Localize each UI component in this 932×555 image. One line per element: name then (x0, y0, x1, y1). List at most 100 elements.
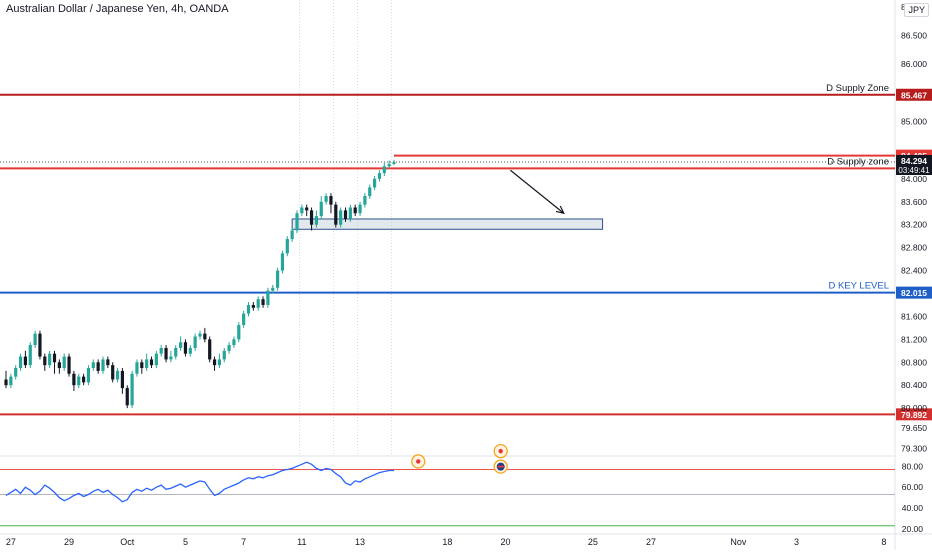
candle-body (358, 204, 362, 214)
candle (18, 353, 23, 371)
candle (251, 302, 255, 311)
axes: 85.46784.40584.18282.01579.89287.00086.5… (6, 2, 932, 547)
price-tick-label: 81.200 (901, 334, 927, 344)
candle-body (208, 339, 212, 360)
currency-button[interactable]: JPY (904, 3, 929, 17)
candle-body (295, 213, 299, 231)
level-label: D KEY LEVEL (828, 281, 889, 292)
candle-body (101, 359, 105, 371)
time-tick-label: 7 (241, 537, 246, 547)
candle-body (280, 253, 285, 271)
candle (256, 296, 260, 311)
candle-body (387, 163, 391, 167)
candle (159, 345, 163, 357)
candle-body (159, 347, 163, 354)
price-tick-label: 79.300 (901, 443, 927, 453)
candle (377, 170, 382, 182)
candle-body (353, 207, 357, 214)
price-tick-label: 86.000 (901, 59, 927, 69)
candle (106, 356, 110, 369)
oscillator-tick-label: 40.00 (902, 503, 924, 513)
candle-body (9, 376, 13, 386)
candle-body (314, 216, 318, 225)
candle (125, 385, 129, 409)
candle (23, 350, 27, 369)
chart-title: Australian Dollar / Japanese Yen, 4h, OA… (6, 3, 229, 15)
candle (368, 184, 372, 199)
candle (111, 362, 115, 383)
candle-body (222, 350, 226, 360)
candle (387, 160, 391, 169)
candle (91, 359, 95, 371)
candle (96, 359, 100, 374)
candle-body (111, 365, 115, 380)
candle (145, 353, 149, 371)
candle-body (227, 345, 231, 351)
candle (237, 322, 241, 343)
candle-body (382, 166, 386, 174)
candle (353, 204, 357, 217)
candle (280, 250, 285, 274)
candle (4, 370, 8, 389)
candle-body (363, 196, 367, 205)
candle (203, 327, 207, 343)
event-dot-icon[interactable] (493, 443, 508, 459)
level-label: D Supply Zone (826, 83, 889, 94)
candle-body (28, 345, 32, 366)
price-label-bg (896, 286, 932, 299)
candle (28, 342, 32, 369)
candle-body (125, 388, 129, 406)
event-dot-icon[interactable] (411, 454, 426, 469)
price-label: 82.015 (901, 288, 927, 298)
candle-body (237, 325, 241, 340)
candle-body (174, 347, 178, 357)
time-tick-label: Oct (120, 537, 135, 547)
candle-body (212, 359, 217, 366)
candle-body (276, 270, 280, 288)
event-dot (498, 448, 503, 454)
candle (285, 236, 289, 257)
candle-body (149, 359, 154, 366)
candle (72, 370, 76, 391)
candle-body (67, 356, 71, 374)
candle-body (305, 207, 309, 211)
candle-body (43, 356, 47, 366)
candle-body (145, 359, 149, 369)
candle (358, 201, 362, 217)
candle (392, 159, 396, 166)
candle-body (343, 210, 348, 219)
candle-body (242, 313, 246, 326)
candle-body (140, 362, 144, 369)
candle-body (120, 370, 124, 389)
time-tick-label: 11 (297, 537, 306, 547)
candle (373, 175, 377, 191)
candle-body (266, 290, 270, 305)
candle-body (198, 333, 202, 337)
price-tick-label: 83.600 (901, 197, 927, 207)
candle (232, 336, 236, 348)
candle (154, 350, 158, 369)
zone-box-layer (291, 218, 604, 230)
candle-body (193, 336, 197, 348)
candle-body (91, 362, 95, 369)
oscillator-layer (5, 461, 394, 503)
candle-body (334, 204, 338, 225)
candle-body (14, 368, 18, 377)
last-price-label-bg (896, 154, 932, 175)
candle-body (77, 376, 81, 386)
candle (217, 353, 221, 369)
candle (242, 310, 246, 328)
candle (246, 302, 251, 317)
candles (4, 159, 396, 409)
price-tick-label: 80.000 (901, 403, 927, 413)
price-tick-label: 79.650 (901, 423, 927, 433)
time-tick-label: 27 (6, 537, 16, 547)
candle (319, 196, 323, 219)
projection-arrow-head (555, 205, 565, 215)
bar-countdown: 03:49:41 (898, 166, 930, 175)
price-label: 85.467 (901, 90, 927, 100)
event-flag-icon[interactable] (493, 459, 508, 474)
price-tick-label: 85.000 (901, 117, 927, 127)
